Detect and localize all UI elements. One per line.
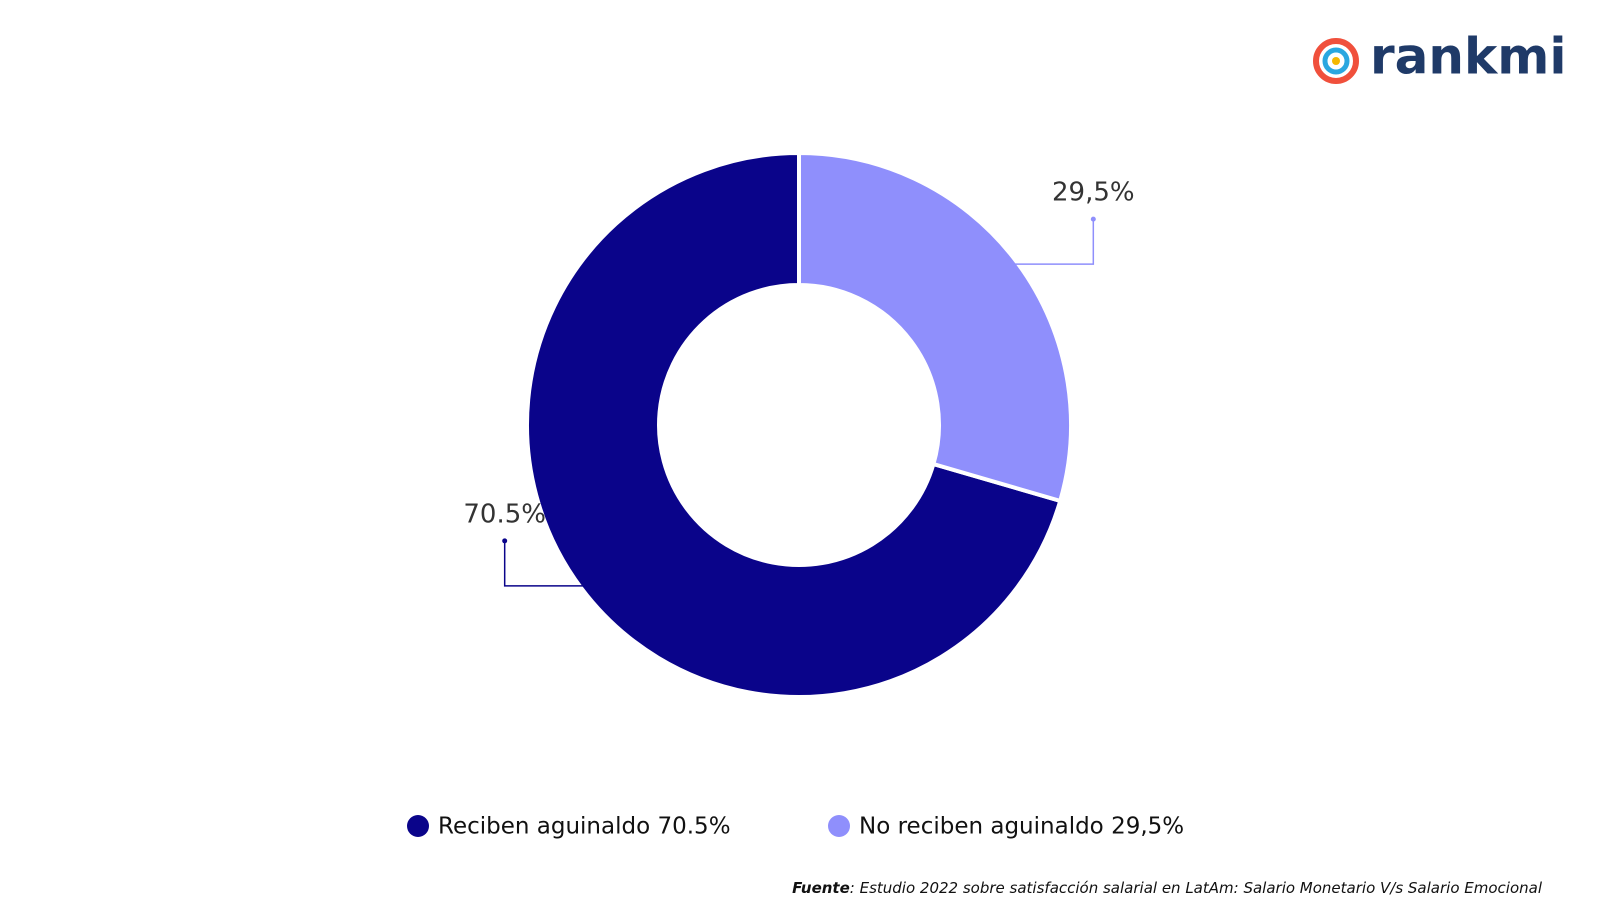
- slice: [525, 150, 1063, 699]
- legend-label: No reciben aguinaldo 29,5%: [859, 814, 1184, 840]
- logo-ring: [1322, 47, 1350, 75]
- slice: [797, 150, 1073, 504]
- data-label: 70.5%: [463, 499, 546, 529]
- logo-text: rankmi: [1370, 28, 1566, 86]
- leader-dot: [502, 538, 508, 544]
- legend-swatch: [828, 815, 850, 837]
- leader-line: [503, 540, 585, 587]
- logo-dot: [1332, 57, 1340, 65]
- leader-dot: [1090, 216, 1096, 222]
- legend-label: Reciben aguinaldo 70.5%: [438, 814, 731, 840]
- source: Fuente: Estudio 2022 sobre satisfacción …: [792, 879, 1543, 897]
- leader-line: [1013, 219, 1095, 265]
- source-label: Fuente: [792, 879, 850, 897]
- source-text: : Estudio 2022 sobre satisfacción salari…: [850, 879, 1543, 897]
- legend-swatch: [407, 815, 429, 837]
- donut: 70.5% 29,5%: [463, 150, 1135, 699]
- data-label: 29,5%: [1052, 178, 1135, 208]
- logo: rankmi: [1313, 28, 1566, 86]
- logo-ring: [1313, 38, 1359, 84]
- legend: Reciben aguinaldo 70.5% No reciben aguina…: [407, 814, 1184, 840]
